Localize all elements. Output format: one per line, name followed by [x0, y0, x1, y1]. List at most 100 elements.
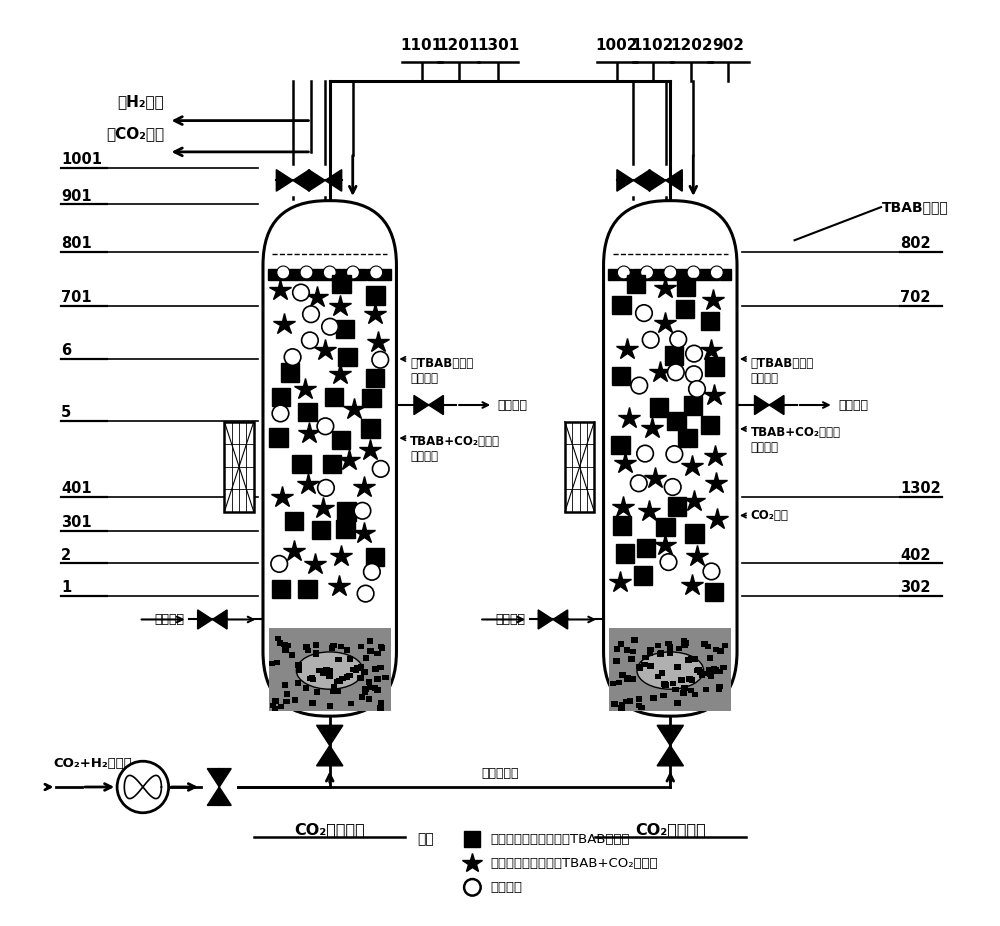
Bar	[354, 269, 366, 280]
Bar	[641, 661, 648, 667]
Bar	[655, 643, 661, 648]
Text: 注：: 注：	[417, 832, 434, 846]
Bar	[344, 647, 350, 653]
Bar	[305, 647, 311, 653]
Bar	[685, 657, 692, 663]
Circle shape	[302, 332, 318, 349]
Bar	[313, 650, 319, 656]
Polygon shape	[207, 787, 231, 806]
Polygon shape	[553, 610, 568, 629]
Bar	[667, 644, 673, 650]
Text: 冷却液出: 冷却液出	[838, 398, 868, 411]
Bar	[705, 357, 724, 376]
Bar	[674, 700, 681, 706]
Polygon shape	[293, 169, 309, 191]
Bar	[366, 286, 385, 305]
Text: 表示气泡: 表示气泡	[491, 881, 523, 894]
Bar	[705, 583, 723, 601]
Bar	[274, 660, 280, 666]
Bar	[374, 651, 381, 657]
Bar	[224, 421, 254, 512]
Text: 冷却液出: 冷却液出	[498, 398, 528, 411]
Text: CO₂解析反应: CO₂解析反应	[635, 822, 706, 837]
Circle shape	[686, 345, 702, 362]
Bar	[705, 644, 711, 649]
Bar	[682, 269, 694, 280]
Bar	[335, 657, 342, 662]
Bar	[358, 664, 364, 669]
Bar	[382, 675, 389, 681]
Bar	[608, 269, 620, 280]
Circle shape	[617, 266, 630, 279]
Circle shape	[357, 585, 374, 602]
Bar	[697, 669, 704, 675]
Bar	[699, 672, 705, 678]
Bar	[688, 657, 695, 661]
Bar	[336, 520, 355, 538]
Bar	[689, 677, 695, 682]
Bar	[711, 666, 717, 671]
Bar	[298, 580, 317, 598]
Circle shape	[670, 332, 687, 347]
Bar	[665, 346, 683, 365]
Circle shape	[630, 475, 647, 492]
Bar	[367, 638, 373, 644]
Bar	[357, 675, 364, 681]
Text: 5: 5	[61, 405, 71, 419]
Bar	[320, 670, 327, 676]
Polygon shape	[538, 610, 553, 629]
Bar	[612, 296, 631, 315]
Bar	[692, 692, 698, 697]
Bar	[272, 706, 278, 711]
Circle shape	[370, 266, 383, 279]
Bar	[367, 269, 379, 280]
Bar	[367, 648, 374, 654]
Bar	[303, 685, 309, 691]
Bar	[292, 269, 304, 280]
Circle shape	[272, 406, 289, 421]
Bar	[277, 641, 283, 645]
Bar	[674, 664, 681, 669]
Bar	[284, 643, 291, 648]
Circle shape	[323, 266, 336, 279]
Text: 402: 402	[900, 547, 931, 562]
Bar	[378, 644, 384, 649]
Text: 1101: 1101	[401, 38, 443, 54]
Bar	[647, 651, 653, 657]
Bar	[717, 648, 724, 654]
Bar	[366, 679, 372, 684]
Polygon shape	[317, 725, 343, 745]
Bar	[272, 698, 279, 704]
Circle shape	[322, 319, 338, 335]
Text: 富H₂气体: 富H₂气体	[117, 94, 164, 109]
Bar	[619, 702, 625, 707]
Text: 1302: 1302	[900, 482, 941, 496]
Bar	[681, 685, 688, 691]
Bar	[720, 269, 731, 280]
Bar	[292, 455, 311, 473]
Bar	[627, 275, 645, 294]
Bar	[313, 651, 319, 657]
Text: TBAB水溶液: TBAB水溶液	[882, 200, 949, 214]
Polygon shape	[414, 395, 429, 415]
Text: 701: 701	[61, 290, 92, 305]
Circle shape	[636, 305, 652, 321]
Bar	[282, 682, 288, 688]
Bar	[362, 690, 368, 695]
Bar	[630, 676, 636, 682]
Polygon shape	[212, 610, 227, 629]
Circle shape	[642, 332, 659, 348]
Text: 1: 1	[61, 580, 71, 594]
Bar	[624, 675, 631, 681]
Polygon shape	[666, 169, 682, 191]
Circle shape	[293, 284, 309, 301]
Text: 冷却液进: 冷却液进	[155, 613, 185, 626]
Bar	[618, 706, 625, 711]
Bar	[325, 388, 343, 407]
Bar	[338, 348, 357, 367]
Bar	[332, 275, 351, 294]
Circle shape	[631, 377, 648, 394]
Bar	[616, 544, 634, 563]
Bar	[379, 269, 391, 280]
Bar	[314, 689, 320, 694]
